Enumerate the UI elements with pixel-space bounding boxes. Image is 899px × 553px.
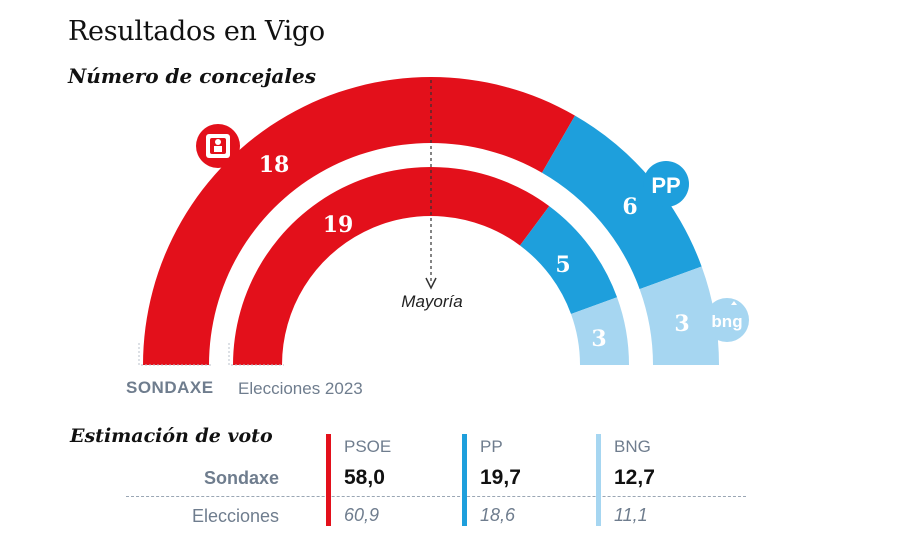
pp-logo-icon: PP	[643, 161, 689, 207]
pp-elecciones-value: 18,6	[480, 505, 516, 525]
row-label-sondaxe: Sondaxe	[203, 468, 279, 488]
bng-name: BNG	[614, 437, 651, 456]
outer-bng-value: 3	[674, 311, 689, 337]
outer-arc-pp	[542, 115, 702, 290]
page-title: Resultados en Vigo	[68, 16, 325, 47]
outer-arc-baseline	[138, 343, 211, 366]
outer-arc-psoe	[143, 77, 575, 365]
seat-arc-chart: Mayoría 18 6 3 19 5 3 PP bng	[138, 77, 749, 366]
majority-arrow-icon	[425, 277, 437, 290]
bng-sondaxe-value: 12,7	[614, 466, 655, 489]
inner-pp-value: 5	[555, 252, 570, 278]
psoe-elecciones-value: 60,9	[344, 505, 380, 525]
majority-label: Mayoría	[401, 292, 462, 311]
outer-arc-label: SONDAXE	[126, 378, 214, 397]
row-label-elecciones: Elecciones	[191, 506, 279, 526]
inner-arc-label: Elecciones 2023	[238, 379, 363, 398]
inner-arc-bng	[571, 297, 629, 365]
bng-color-bar	[596, 434, 601, 526]
outer-arc-bng	[639, 266, 719, 365]
psoe-logo-icon	[196, 124, 240, 168]
pp-logo-text: PP	[651, 173, 680, 198]
inner-arc-baseline	[228, 343, 284, 366]
pp-name: PP	[480, 437, 503, 456]
bng-logo-text: bng	[711, 312, 742, 331]
inner-arc-pp	[519, 206, 618, 315]
inner-arc-psoe	[233, 166, 550, 365]
outer-psoe-value: 18	[259, 152, 290, 178]
chart-subtitle: Número de concejales	[68, 64, 316, 88]
psoe-name: PSOE	[344, 437, 392, 456]
table-divider	[126, 496, 746, 497]
inner-psoe-value: 19	[323, 212, 354, 238]
pp-color-bar	[462, 434, 467, 526]
bng-logo-icon: bng	[705, 298, 749, 342]
estimate-title: Estimación de voto	[70, 425, 273, 447]
outer-pp-value: 6	[622, 194, 637, 220]
psoe-sondaxe-value: 58,0	[344, 466, 385, 489]
psoe-color-bar	[326, 434, 331, 526]
arc-segments	[138, 77, 719, 366]
inner-bng-value: 3	[591, 326, 606, 352]
bng-elecciones-value: 11,1	[614, 505, 648, 525]
pp-sondaxe-value: 19,7	[480, 466, 521, 489]
